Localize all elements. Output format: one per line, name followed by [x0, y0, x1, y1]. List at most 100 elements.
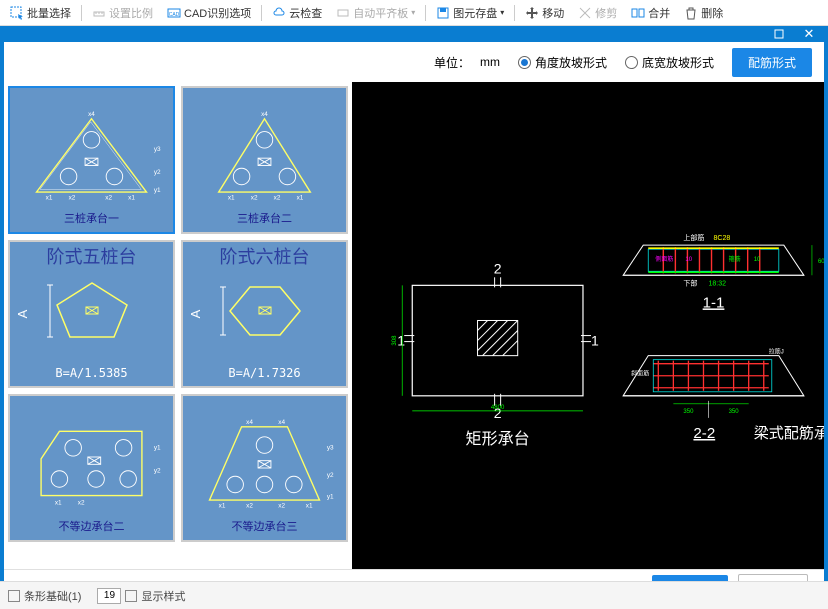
- svg-text:350: 350: [683, 409, 694, 415]
- svg-text:4800: 4800: [491, 405, 505, 411]
- batch-select-icon: [10, 6, 24, 20]
- checkbox-icon: [8, 590, 20, 602]
- svg-text:x1: x1: [219, 502, 226, 509]
- svg-text:y2: y2: [154, 468, 161, 475]
- radio-width-slope[interactable]: 底宽放坡形式: [625, 54, 714, 71]
- svg-text:y2: y2: [327, 472, 334, 479]
- svg-text:x2: x2: [246, 502, 253, 509]
- thumb-unequal-2[interactable]: x1x2y1y2 不等边承台二: [8, 394, 175, 542]
- radio-angle-slope[interactable]: 角度放坡形式: [518, 54, 607, 71]
- svg-text:x1: x1: [306, 502, 313, 509]
- thumb-three-pile-1[interactable]: x4 x1x2x2x1 y3y2y1 三桩承台一: [8, 86, 175, 234]
- svg-text:x2: x2: [251, 194, 258, 201]
- checkbox-icon: [125, 590, 137, 602]
- close-icon: ✕: [804, 26, 815, 42]
- trim-icon: [578, 6, 592, 20]
- cloud-icon: [272, 6, 286, 20]
- align-icon: [336, 6, 350, 20]
- merge-icon: [631, 6, 645, 20]
- svg-text:x1: x1: [228, 194, 235, 201]
- svg-text:350: 350: [729, 409, 740, 415]
- thumb-three-pile-2[interactable]: x4 x1 x2 x2 x1 三桩承台二: [181, 86, 348, 234]
- svg-text:梁式配筋承台: 梁式配筋承台: [754, 425, 824, 442]
- move-icon: [525, 6, 539, 20]
- thumbnail-pane[interactable]: x4 x1 x2 x2 x1 y3 y2 y1 三桩承台一 x4 x1 x2 x2 x1 三桩承…: [4, 82, 352, 569]
- svg-text:308: 308: [392, 335, 398, 346]
- svg-text:60: 60: [818, 259, 824, 265]
- svg-text:y1: y1: [327, 493, 334, 500]
- bottom-strip: 条形基础(1) 显示样式: [0, 581, 828, 609]
- bottom-label: 显示样式: [141, 588, 185, 604]
- svg-text:x4: x4: [246, 419, 253, 426]
- svg-text:y3: y3: [154, 146, 161, 153]
- toolbar-label: 删除: [701, 5, 723, 21]
- close-button[interactable]: ✕: [794, 26, 824, 42]
- svg-text:x2: x2: [105, 194, 112, 201]
- main-toolbar: 批量选择 设置比例 CAD CAD识别选项 云检查 自动平齐板 ▾ 图元存盘 ▾…: [0, 0, 828, 26]
- svg-text:矩形承台: 矩形承台: [466, 430, 530, 448]
- thumb-label: 三桩承台一: [10, 210, 173, 226]
- svg-text:x2: x2: [278, 502, 285, 509]
- svg-text:箍筋: 箍筋: [729, 255, 741, 263]
- toolbar-separator: [81, 5, 82, 21]
- bottom-item-display-style[interactable]: 显示样式: [97, 588, 185, 604]
- thumb-title: 阶式五桩台: [47, 243, 137, 269]
- bottom-label: 条形基础(1): [24, 588, 81, 604]
- chevron-down-icon: ▾: [500, 8, 504, 17]
- thumb-svg: [42, 275, 142, 345]
- thumb-svg: [215, 275, 315, 345]
- thumb-svg: x4x4 x1x2x2x1 y3y2y1: [183, 413, 346, 523]
- svg-text:18:32: 18:32: [709, 280, 727, 287]
- minimize-icon: [774, 29, 784, 39]
- foundation-dialog: ✕ 单位： mm 角度放坡形式 底宽放坡形式 配筋形式: [0, 26, 828, 581]
- minimize-button[interactable]: [764, 26, 794, 42]
- svg-text:CAD: CAD: [169, 12, 180, 18]
- toolbar-cad-options[interactable]: CAD CAD识别选项: [161, 3, 257, 23]
- svg-text:2: 2: [494, 260, 502, 276]
- svg-text:x2: x2: [274, 194, 281, 201]
- number-input[interactable]: [97, 588, 121, 604]
- rebar-mode-button[interactable]: 配筋形式: [732, 48, 812, 77]
- svg-text:1: 1: [591, 333, 599, 349]
- thumb-label: 三桩承台二: [183, 210, 346, 226]
- thumb-unequal-3[interactable]: x4x4 x1x2x2x1 y3y2y1 不等边承台三: [181, 394, 348, 542]
- radio-icon: [518, 56, 531, 69]
- thumb-label: 不等边承台三: [183, 518, 346, 534]
- toolbar-label: 图元存盘: [453, 5, 497, 21]
- svg-text:8C28: 8C28: [714, 235, 731, 242]
- svg-text:侧面筋: 侧面筋: [655, 255, 673, 263]
- toolbar-label: 设置比例: [109, 5, 153, 21]
- toolbar-set-scale: 设置比例: [86, 3, 159, 23]
- toolbar-save-element[interactable]: 图元存盘 ▾: [430, 3, 510, 23]
- svg-text:x1: x1: [46, 194, 53, 201]
- bottom-item-strip-foundation[interactable]: 条形基础(1): [8, 588, 81, 604]
- svg-text:x1: x1: [297, 194, 304, 201]
- thumb-svg: x4 x1x2x2x1 y3y2y1: [10, 105, 173, 215]
- thumb-svg: x1x2y1y2: [10, 413, 173, 523]
- toolbar-delete[interactable]: 删除: [678, 3, 729, 23]
- content-row: x4 x1 x2 x2 x1 y3 y2 y1 三桩承台一 x4 x1 x2 x2 x1 三桩承…: [4, 82, 824, 569]
- toolbar-label: 移动: [542, 5, 564, 21]
- svg-text:x1: x1: [55, 500, 62, 507]
- svg-text:y1: y1: [154, 445, 161, 452]
- thumb-formula: B=A/1.5385: [10, 366, 173, 380]
- svg-text:y1: y1: [154, 187, 161, 194]
- toolbar-move[interactable]: 移动: [519, 3, 570, 23]
- svg-text:x2: x2: [69, 194, 76, 201]
- toolbar-cloud-check[interactable]: 云检查: [266, 3, 328, 23]
- cad-icon: CAD: [167, 6, 181, 20]
- toolbar-merge[interactable]: 合并: [625, 3, 676, 23]
- toolbar-label: CAD识别选项: [184, 5, 251, 21]
- toolbar-trim: 修剪: [572, 3, 623, 23]
- svg-text:x4: x4: [261, 111, 268, 118]
- svg-text:1-1: 1-1: [703, 294, 725, 311]
- thumb-five-pile[interactable]: 阶式五桩台 A B=A/1.5385: [8, 240, 175, 388]
- toolbar-label: 批量选择: [27, 5, 71, 21]
- dialog-titlebar: ✕: [0, 26, 828, 42]
- toolbar-batch-select[interactable]: 批量选择: [4, 3, 77, 23]
- toolbar-auto-align: 自动平齐板 ▾: [330, 3, 421, 23]
- thumb-six-pile[interactable]: 阶式六桩台 A B=A/1.7326: [181, 240, 348, 388]
- thumb-label: 不等边承台二: [10, 518, 173, 534]
- toolbar-separator: [425, 5, 426, 21]
- toolbar-label: 合并: [648, 5, 670, 21]
